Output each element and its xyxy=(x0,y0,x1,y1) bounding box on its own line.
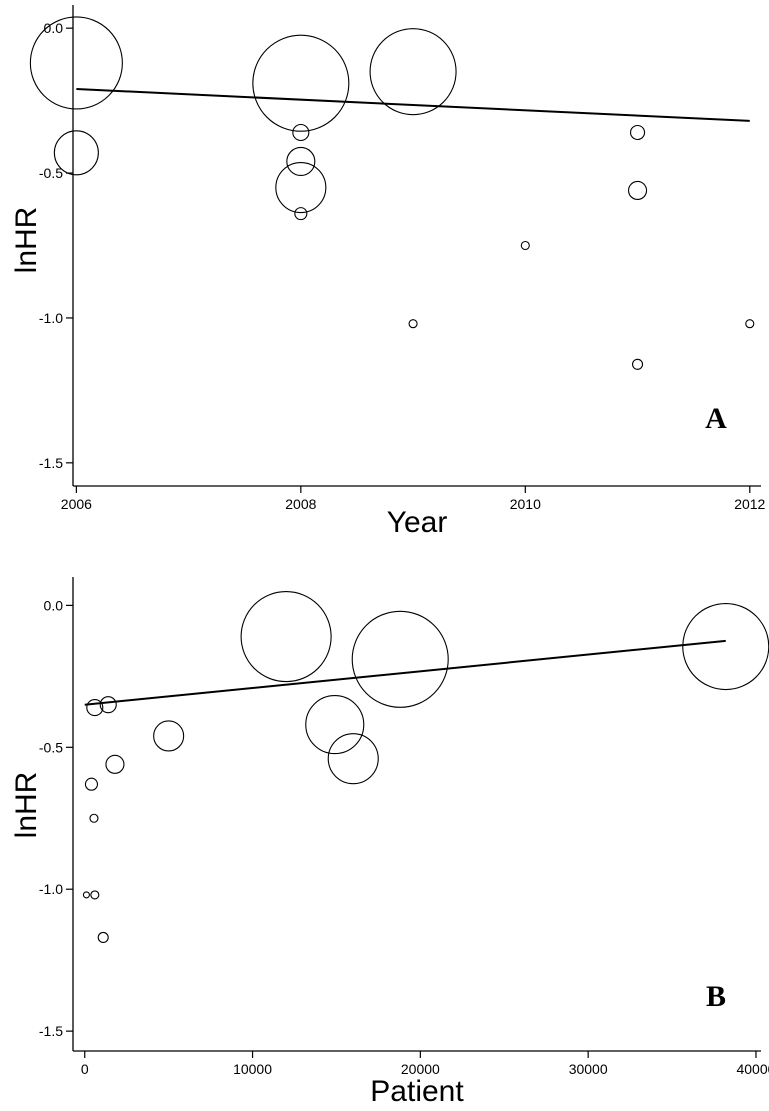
y-axis-label: lnHR xyxy=(10,207,43,274)
regression-line xyxy=(76,88,750,122)
study-bubble xyxy=(627,180,648,200)
y-tick-label: -1.0 xyxy=(39,310,63,326)
x-axis-label: Year xyxy=(387,506,448,539)
study-bubble xyxy=(292,123,310,142)
y-tick-label: -1.0 xyxy=(39,881,63,897)
regression-line xyxy=(84,639,726,706)
study-bubble xyxy=(275,161,327,214)
study-bubble xyxy=(629,124,646,141)
x-tick-label: 2012 xyxy=(734,496,765,512)
chart-panel-b: 0.0 -0.5 -1.0 -1.5 0 10000 20000 30000 40000 Pati… xyxy=(10,577,769,1108)
x-tick-label: 2010 xyxy=(510,496,541,512)
study-bubble xyxy=(408,319,418,329)
study-bubble xyxy=(369,28,457,116)
study-bubble xyxy=(745,319,755,329)
x-tick-label: 40000 xyxy=(736,1061,769,1077)
study-bubble xyxy=(286,146,316,177)
study-bubble xyxy=(89,813,99,823)
study-bubble xyxy=(327,733,379,785)
study-bubble xyxy=(153,720,185,752)
x-axis-label: Patient xyxy=(370,1075,464,1108)
study-bubble xyxy=(105,754,125,774)
y-tick-label: 0.0 xyxy=(44,20,64,36)
x-tick-label: 0 xyxy=(81,1061,89,1077)
y-tick-label: -1.5 xyxy=(39,1023,63,1039)
chart-panel-a: 0.0 -0.5 -1.0 -1.5 2006 2008 2010 2012 Year lnHR A xyxy=(10,5,766,539)
study-bubble xyxy=(520,240,530,251)
study-bubble xyxy=(82,891,90,899)
study-bubble xyxy=(294,207,308,221)
x-tick-label: 10000 xyxy=(233,1061,272,1077)
study-bubble xyxy=(86,699,104,717)
x-tick-label: 20000 xyxy=(401,1061,440,1077)
y-tick-label: 0.0 xyxy=(44,597,64,613)
study-bubble xyxy=(53,130,99,176)
study-bubble xyxy=(631,358,644,370)
study-bubble xyxy=(351,610,449,708)
x-tick-label: 2008 xyxy=(285,496,316,512)
study-bubble xyxy=(99,696,117,714)
panel-label: A xyxy=(705,402,727,435)
study-bubble xyxy=(97,931,109,944)
study-bubble xyxy=(682,603,769,691)
x-tick-label: 30000 xyxy=(569,1061,608,1077)
y-axis-label: lnHR xyxy=(10,772,43,839)
y-tick-label: -0.5 xyxy=(39,739,63,755)
study-bubble xyxy=(240,591,332,683)
x-tick-label: 2006 xyxy=(61,496,92,512)
y-tick-label: -1.5 xyxy=(39,455,63,471)
y-tick-label: -0.5 xyxy=(39,165,63,181)
panel-label: B xyxy=(706,980,726,1013)
study-bubble xyxy=(252,34,350,132)
study-bubble xyxy=(29,16,123,110)
study-bubble xyxy=(84,777,99,791)
study-bubble xyxy=(305,695,365,755)
study-bubble xyxy=(90,890,100,900)
